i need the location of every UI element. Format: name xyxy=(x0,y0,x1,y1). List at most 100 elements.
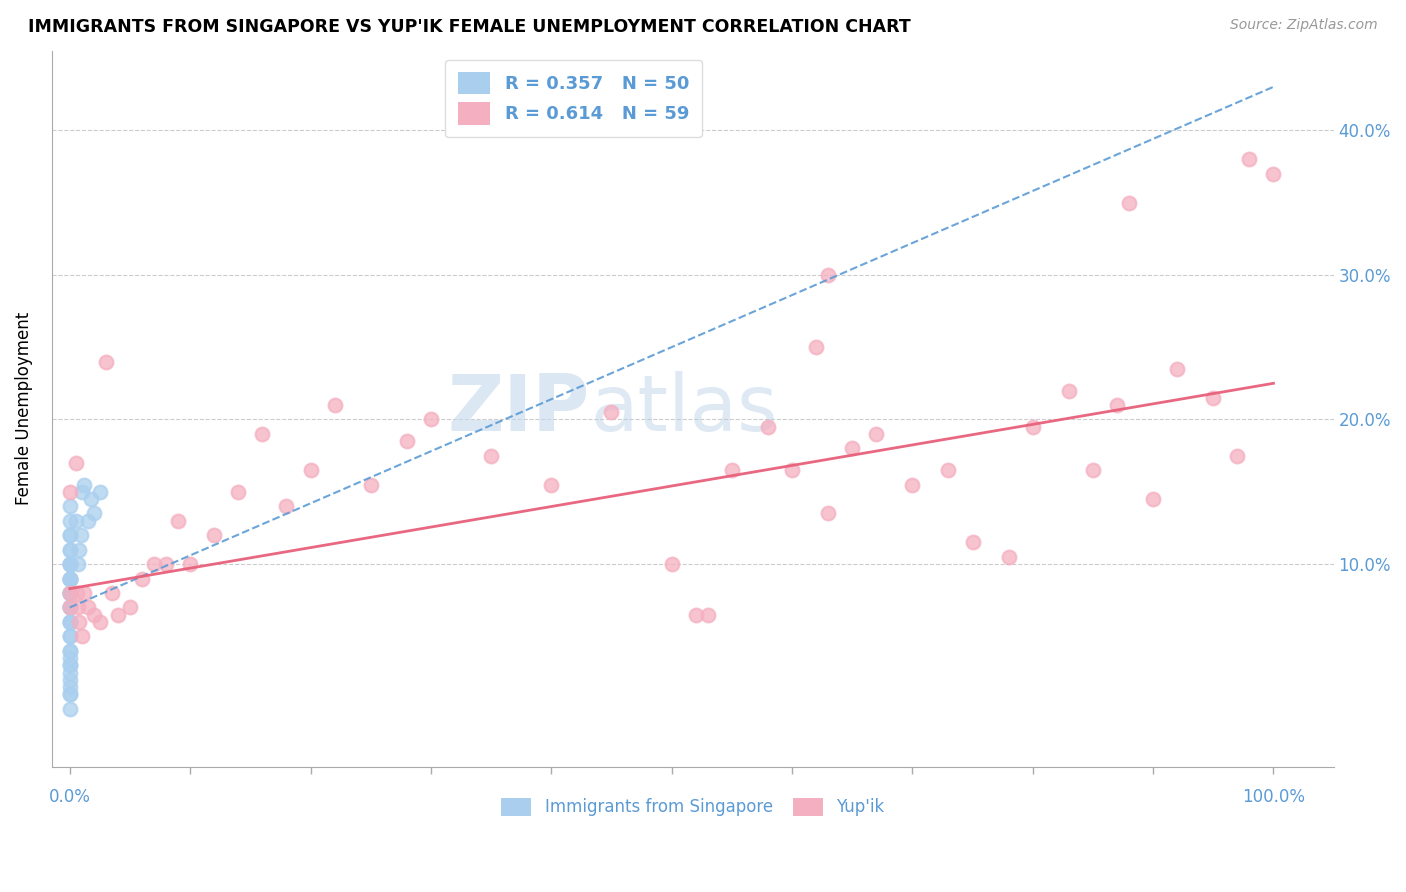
Point xyxy=(59,586,82,600)
Point xyxy=(540,477,562,491)
Point xyxy=(118,600,141,615)
Point xyxy=(202,528,225,542)
Point xyxy=(59,658,82,673)
Point xyxy=(179,557,201,571)
Point xyxy=(1142,491,1164,506)
Point xyxy=(817,507,839,521)
Point xyxy=(59,600,82,615)
Point xyxy=(59,600,82,615)
Legend: Immigrants from Singapore, Yup'ik: Immigrants from Singapore, Yup'ik xyxy=(491,788,894,826)
Point xyxy=(89,615,111,629)
Point xyxy=(59,557,82,571)
Point xyxy=(59,572,82,586)
Point xyxy=(59,586,82,600)
Point xyxy=(59,687,82,701)
Point xyxy=(59,484,82,499)
Point xyxy=(59,557,82,571)
Point xyxy=(67,615,90,629)
Point xyxy=(59,586,82,600)
Point xyxy=(143,557,166,571)
Point xyxy=(59,542,82,557)
Point xyxy=(59,615,82,629)
Point xyxy=(252,426,274,441)
Point xyxy=(841,442,863,456)
Point xyxy=(67,542,90,557)
Point xyxy=(276,500,298,514)
Point xyxy=(59,673,82,687)
Point xyxy=(101,586,124,600)
Point xyxy=(94,354,117,368)
Point xyxy=(59,680,82,694)
Point xyxy=(817,268,839,282)
Point xyxy=(299,463,322,477)
Point xyxy=(1239,152,1261,166)
Point xyxy=(1166,362,1188,376)
Point xyxy=(59,528,82,542)
Point xyxy=(59,651,82,665)
Point xyxy=(59,586,82,600)
Point xyxy=(65,514,87,528)
Point xyxy=(59,702,82,716)
Point xyxy=(1105,398,1128,412)
Point xyxy=(73,477,96,491)
Point xyxy=(419,412,441,426)
Point xyxy=(962,535,984,549)
Point xyxy=(901,477,924,491)
Point xyxy=(59,629,82,643)
Point xyxy=(83,507,105,521)
Text: 0.0%: 0.0% xyxy=(49,789,91,806)
Point xyxy=(865,426,887,441)
Point xyxy=(59,542,82,557)
Point xyxy=(59,600,82,615)
Point xyxy=(66,586,89,600)
Point xyxy=(1118,195,1140,210)
Point xyxy=(997,549,1019,564)
Point xyxy=(226,484,249,499)
Point xyxy=(59,514,82,528)
Point xyxy=(59,665,82,680)
Point xyxy=(69,528,91,542)
Point xyxy=(59,557,82,571)
Text: Source: ZipAtlas.com: Source: ZipAtlas.com xyxy=(1230,18,1378,32)
Point xyxy=(70,484,93,499)
Point xyxy=(1202,391,1225,405)
Point xyxy=(83,607,105,622)
Point xyxy=(59,629,82,643)
Text: IMMIGRANTS FROM SINGAPORE VS YUP'IK FEMALE UNEMPLOYMENT CORRELATION CHART: IMMIGRANTS FROM SINGAPORE VS YUP'IK FEMA… xyxy=(28,18,911,36)
Point xyxy=(1263,167,1285,181)
Y-axis label: Female Unemployment: Female Unemployment xyxy=(15,312,32,505)
Point xyxy=(59,586,82,600)
Point xyxy=(59,528,82,542)
Point xyxy=(1226,449,1249,463)
Point xyxy=(67,600,90,615)
Text: ZIP: ZIP xyxy=(449,370,591,447)
Point xyxy=(59,644,82,658)
Point xyxy=(70,629,93,643)
Point xyxy=(720,463,742,477)
Point xyxy=(59,687,82,701)
Point xyxy=(59,615,82,629)
Point xyxy=(600,405,623,419)
Point xyxy=(1057,384,1080,398)
Point xyxy=(59,600,82,615)
Point xyxy=(59,500,82,514)
Point xyxy=(73,586,96,600)
Point xyxy=(107,607,129,622)
Point xyxy=(59,572,82,586)
Point xyxy=(1022,419,1045,434)
Point xyxy=(685,607,707,622)
Point xyxy=(756,419,779,434)
Point xyxy=(59,644,82,658)
Point xyxy=(76,600,98,615)
Point xyxy=(59,615,82,629)
Point xyxy=(59,572,82,586)
Point xyxy=(59,658,82,673)
Point xyxy=(155,557,177,571)
Point xyxy=(395,434,418,449)
Point xyxy=(661,557,683,571)
Point xyxy=(67,557,90,571)
Text: atlas: atlas xyxy=(591,370,778,447)
Point xyxy=(479,449,502,463)
Point xyxy=(360,477,382,491)
Point xyxy=(89,484,111,499)
